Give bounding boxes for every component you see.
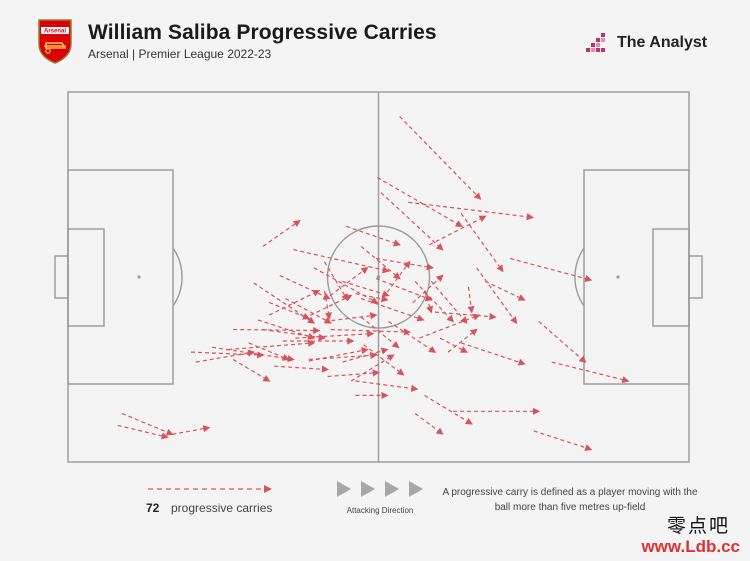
carry-arrow-52 bbox=[355, 380, 419, 392]
carry-arrow-60 bbox=[434, 311, 497, 321]
carry-arrow-8 bbox=[293, 249, 390, 274]
brand-logo: The Analyst bbox=[586, 30, 707, 56]
legend-arrow-icon bbox=[148, 485, 272, 493]
carry-arrow-16 bbox=[355, 293, 389, 303]
carry-arrow-64 bbox=[439, 337, 468, 353]
carry-arrow-21 bbox=[279, 274, 331, 300]
carry-arrow-58 bbox=[447, 328, 478, 353]
carry-arrow-29 bbox=[330, 328, 412, 336]
carry-arrow-9 bbox=[323, 261, 349, 302]
carry-arrow-11 bbox=[375, 277, 433, 302]
carry-arrow-31 bbox=[257, 319, 316, 340]
page-subtitle: Arsenal | Premier League 2022-23 bbox=[88, 47, 272, 61]
watermark-url: www.Ldb.cc bbox=[641, 537, 740, 556]
carry-arrow-56 bbox=[117, 424, 169, 440]
page-title: William Saliba Progressive Carries bbox=[88, 21, 437, 44]
carry-arrow-26 bbox=[303, 294, 353, 319]
carry-arrow-32 bbox=[233, 326, 321, 335]
carry-arrow-35 bbox=[228, 339, 316, 351]
carry-arrow-5 bbox=[346, 225, 401, 247]
carry-arrow-49 bbox=[538, 320, 587, 364]
arsenal-crest-icon: Arsenal bbox=[38, 19, 72, 64]
carry-arrow-23 bbox=[253, 282, 316, 324]
carry-arrow-10 bbox=[342, 280, 390, 298]
carry-arrow-69 bbox=[476, 267, 518, 325]
bar-blocks-icon bbox=[586, 33, 605, 52]
carry-arrow-66 bbox=[248, 342, 290, 361]
carry-arrow-2 bbox=[376, 176, 463, 228]
pitch-spots bbox=[137, 275, 620, 279]
carry-arrow-4 bbox=[408, 201, 534, 221]
carry-arrow-13 bbox=[430, 281, 468, 324]
carry-arrow-18 bbox=[423, 290, 433, 314]
carry-arrow-71 bbox=[460, 213, 504, 273]
watermark: 零点吧 www.Ldb.cc bbox=[628, 511, 748, 559]
carry-arrow-42 bbox=[342, 347, 389, 363]
carry-arrow-68 bbox=[363, 344, 405, 376]
carry-arrow-17 bbox=[386, 260, 411, 293]
carry-arrow-15 bbox=[323, 290, 332, 320]
carry-arrow-33 bbox=[262, 328, 326, 341]
carry-arrow-57 bbox=[262, 219, 301, 247]
carry-arrow-48 bbox=[460, 342, 526, 366]
carry-arrow-1 bbox=[399, 115, 482, 200]
carry-arrow-14 bbox=[467, 286, 475, 314]
carry-arrow-61 bbox=[324, 266, 369, 301]
attacking-direction-icon bbox=[337, 481, 423, 497]
carry-arrow-63 bbox=[485, 280, 526, 301]
carry-arrow-59 bbox=[419, 313, 481, 339]
carry-count-label: progressive carries bbox=[171, 501, 273, 515]
carry-arrow-54 bbox=[121, 412, 174, 436]
carry-arrow-3 bbox=[380, 192, 444, 251]
crest-label: Arsenal bbox=[44, 29, 66, 35]
carry-arrow-7 bbox=[360, 245, 401, 280]
carry-arrow-27 bbox=[324, 312, 378, 322]
carry-arrow-65 bbox=[308, 347, 369, 362]
carry-arrow-67 bbox=[388, 320, 437, 353]
carry-arrow-38 bbox=[195, 349, 256, 363]
carry-arrow-55 bbox=[172, 425, 211, 435]
carry-definition: A progressive carry is defined as a play… bbox=[442, 487, 698, 513]
carry-arrow-50 bbox=[551, 361, 630, 384]
carry-arrow-24 bbox=[268, 290, 321, 316]
carry-arrow-51 bbox=[533, 430, 593, 452]
carry-arrow-28 bbox=[360, 316, 400, 349]
carry-count: 72 bbox=[146, 501, 160, 515]
header: Arsenal William Saliba Progressive Carri… bbox=[0, 0, 750, 80]
carry-arrow-20 bbox=[313, 267, 379, 304]
carry-arrow-44 bbox=[350, 354, 395, 382]
carry-arrow-72 bbox=[268, 301, 311, 320]
carry-arrow-39 bbox=[232, 358, 271, 382]
carry-arrow-12 bbox=[414, 280, 454, 323]
pitch-chart bbox=[54, 91, 703, 463]
carry-arrow-22 bbox=[360, 297, 425, 322]
carry-arrow-37 bbox=[190, 351, 265, 359]
carry-arrow-30 bbox=[295, 330, 375, 339]
brand-name: The Analyst bbox=[617, 34, 708, 51]
watermark-chinese: 零点吧 bbox=[666, 515, 730, 537]
carry-arrow-70 bbox=[510, 257, 593, 282]
carries-layer bbox=[117, 115, 630, 452]
carry-arrow-46 bbox=[424, 394, 473, 425]
carry-arrow-6 bbox=[429, 215, 487, 246]
carry-arrow-43 bbox=[327, 369, 380, 378]
carry-arrow-25 bbox=[285, 297, 332, 324]
attacking-direction-label: Attacking Direction bbox=[346, 506, 414, 515]
carry-arrow-47 bbox=[414, 413, 444, 435]
carry-arrow-62 bbox=[375, 257, 434, 271]
carry-arrow-40 bbox=[274, 365, 330, 373]
